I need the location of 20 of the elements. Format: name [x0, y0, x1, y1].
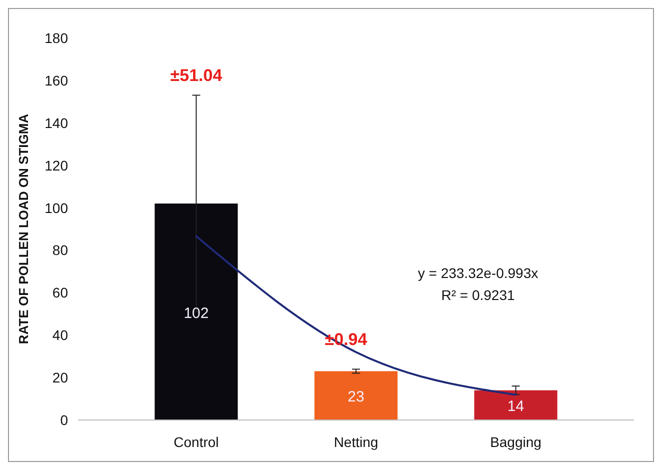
- y-tick-label: 160: [44, 72, 68, 88]
- annotation: R² = 0.9231: [441, 287, 515, 303]
- y-axis-title: RATE OF POLLEN LOAD ON STIGMA: [16, 113, 31, 344]
- y-tick-label: 120: [44, 157, 68, 174]
- x-tick-label: Bagging: [490, 434, 542, 450]
- data-label: 23: [348, 388, 364, 406]
- x-tick-label: Control: [174, 434, 219, 450]
- annotation: y = 233.32e-0.993x: [418, 265, 538, 281]
- data-label: 102: [184, 304, 209, 322]
- y-tick-label: 140: [44, 114, 68, 131]
- data-label: 14: [507, 398, 524, 416]
- y-tick-label: 60: [52, 284, 68, 301]
- y-tick-label: 40: [52, 327, 68, 344]
- y-tick-label: 20: [52, 370, 68, 386]
- y-tick-label: 180: [44, 30, 68, 46]
- x-tick-label: Netting: [334, 434, 378, 450]
- y-tick-label: 0: [60, 412, 68, 428]
- annotation: ±51.04: [170, 66, 223, 86]
- y-tick-label: 80: [52, 242, 68, 258]
- y-tick-label: 100: [44, 200, 68, 216]
